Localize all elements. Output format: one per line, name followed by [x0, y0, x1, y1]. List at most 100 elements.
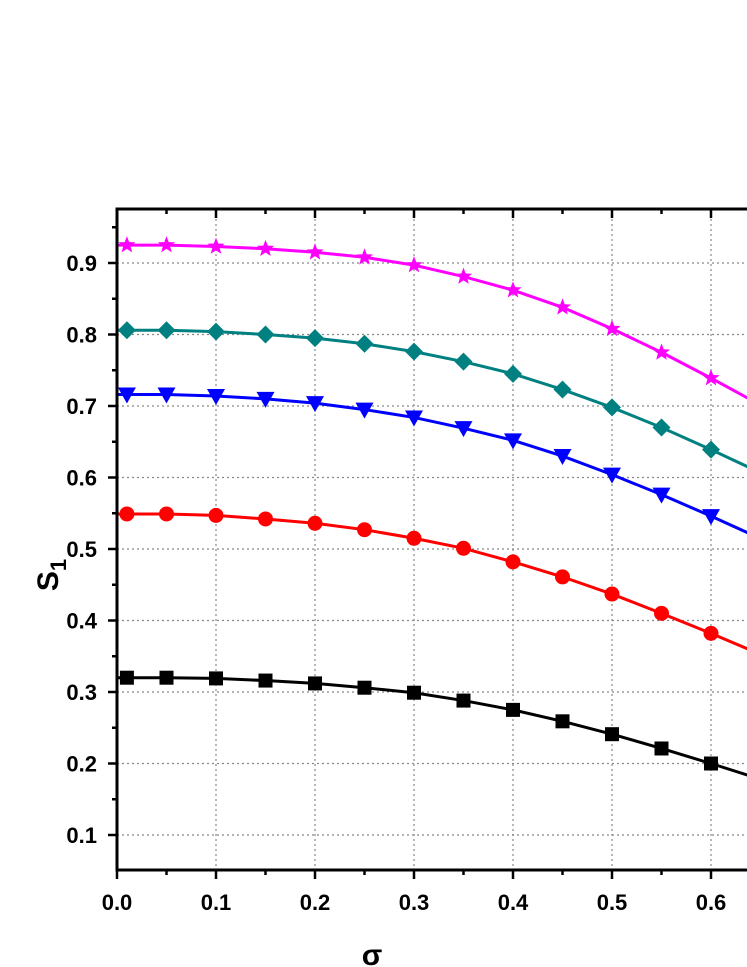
data-point-square: [209, 671, 223, 686]
y-tick-label: 0.4: [66, 609, 97, 634]
data-point-triangle: [306, 396, 324, 413]
y-axis-label-group: S1: [32, 559, 71, 591]
data-point-star: [207, 237, 225, 254]
y-tick-label: 0.2: [66, 752, 97, 777]
series-square: [117, 670, 747, 777]
data-point-diamond: [405, 342, 423, 361]
x-tick-label: 0.1: [201, 890, 232, 915]
x-tick-label: 0.4: [498, 890, 529, 915]
data-point-triangle: [702, 509, 720, 526]
data-point-triangle: [603, 467, 621, 484]
series-circle: [117, 506, 747, 651]
x-axis-label: σ: [362, 939, 383, 967]
x-tick-label: 0.3: [399, 890, 430, 915]
data-point-diamond: [702, 440, 720, 459]
x-tick-label: 0.6: [696, 890, 727, 915]
series-triangle-down: [117, 387, 747, 535]
y-axis-label-subscript: 1: [46, 559, 71, 571]
series-layer: [117, 236, 747, 777]
data-point-diamond: [306, 329, 324, 348]
series-line: [117, 243, 747, 400]
tick-labels: 0.0 0.1 0.2 0.3 0.4 0.5 0.6 0.1 0.2 0.3 0.4 0.5 0.6 0…: [66, 251, 726, 915]
data-point-diamond: [603, 398, 621, 417]
y-tick-label: 0.1: [66, 823, 97, 848]
y-tick-label: 0.3: [66, 680, 97, 705]
series-line: [117, 676, 747, 777]
data-point-triangle: [454, 421, 473, 438]
data-point-circle: [119, 506, 135, 522]
data-point-square: [119, 670, 134, 685]
x-tick-label: 0.5: [597, 890, 628, 915]
y-tick-label: 0.7: [66, 394, 97, 419]
data-point-diamond: [157, 321, 176, 340]
data-point-circle: [555, 569, 570, 585]
data-point-star: [702, 369, 720, 386]
data-point-triangle: [207, 388, 225, 405]
data-point-circle: [406, 530, 422, 546]
series-star: [117, 236, 747, 400]
data-point-circle: [654, 605, 669, 621]
data-point-triangle: [405, 410, 423, 427]
data-point-star: [405, 256, 423, 273]
data-point-circle: [208, 507, 224, 523]
data-point-star: [454, 267, 473, 284]
data-point-circle: [258, 511, 273, 527]
data-point-star: [603, 319, 621, 337]
data-point-star: [504, 281, 522, 298]
data-point-star: [652, 343, 671, 360]
data-point-circle: [307, 515, 323, 531]
data-point-star: [553, 298, 572, 315]
data-point-diamond: [207, 322, 225, 341]
data-point-square: [506, 702, 520, 717]
data-point-triangle: [256, 391, 275, 408]
data-point-triangle: [504, 433, 522, 450]
data-point-square: [258, 673, 273, 688]
grid: [117, 209, 747, 870]
y-tick-label: 0.5: [66, 537, 97, 562]
data-point-triangle: [157, 387, 176, 404]
axes: [108, 207, 747, 879]
x-tick-label: 0.0: [102, 890, 133, 915]
data-point-star: [355, 248, 374, 265]
data-point-star: [118, 236, 136, 253]
y-axis-label-main: S: [32, 571, 65, 591]
x-tick-label: 0.2: [300, 890, 331, 915]
data-point-square: [407, 685, 421, 700]
data-point-triangle: [355, 402, 374, 419]
data-point-circle: [456, 540, 471, 556]
y-tick-label: 0.8: [66, 323, 97, 348]
data-point-triangle: [652, 487, 671, 504]
y-tick-label: 0.6: [66, 466, 97, 491]
data-point-square: [555, 714, 570, 729]
data-point-star: [306, 243, 324, 260]
data-point-circle: [357, 522, 372, 538]
series-line: [117, 328, 747, 469]
data-point-circle: [703, 625, 719, 641]
data-point-diamond: [454, 352, 473, 371]
y-axis-label: S1: [32, 559, 71, 591]
data-point-diamond: [553, 380, 572, 399]
data-point-diamond: [355, 334, 374, 353]
data-point-square: [159, 670, 174, 685]
data-point-triangle: [553, 449, 572, 466]
y-tick-label: 0.9: [66, 251, 97, 276]
data-point-diamond: [117, 321, 136, 340]
data-point-square: [357, 680, 372, 695]
series-line: [117, 512, 747, 651]
data-point-diamond: [504, 364, 522, 383]
data-point-square: [605, 727, 619, 742]
data-point-square: [308, 676, 322, 691]
data-point-star: [256, 239, 275, 256]
data-point-circle: [604, 586, 620, 602]
series-diamond: [117, 321, 747, 469]
data-point-square: [456, 693, 471, 708]
data-point-circle: [505, 554, 521, 570]
data-point-square: [654, 741, 669, 756]
data-point-circle: [159, 506, 174, 522]
data-point-square: [704, 756, 718, 771]
data-point-triangle: [117, 387, 136, 404]
data-point-diamond: [256, 325, 275, 344]
data-point-star: [157, 236, 176, 253]
data-point-diamond: [652, 418, 671, 437]
